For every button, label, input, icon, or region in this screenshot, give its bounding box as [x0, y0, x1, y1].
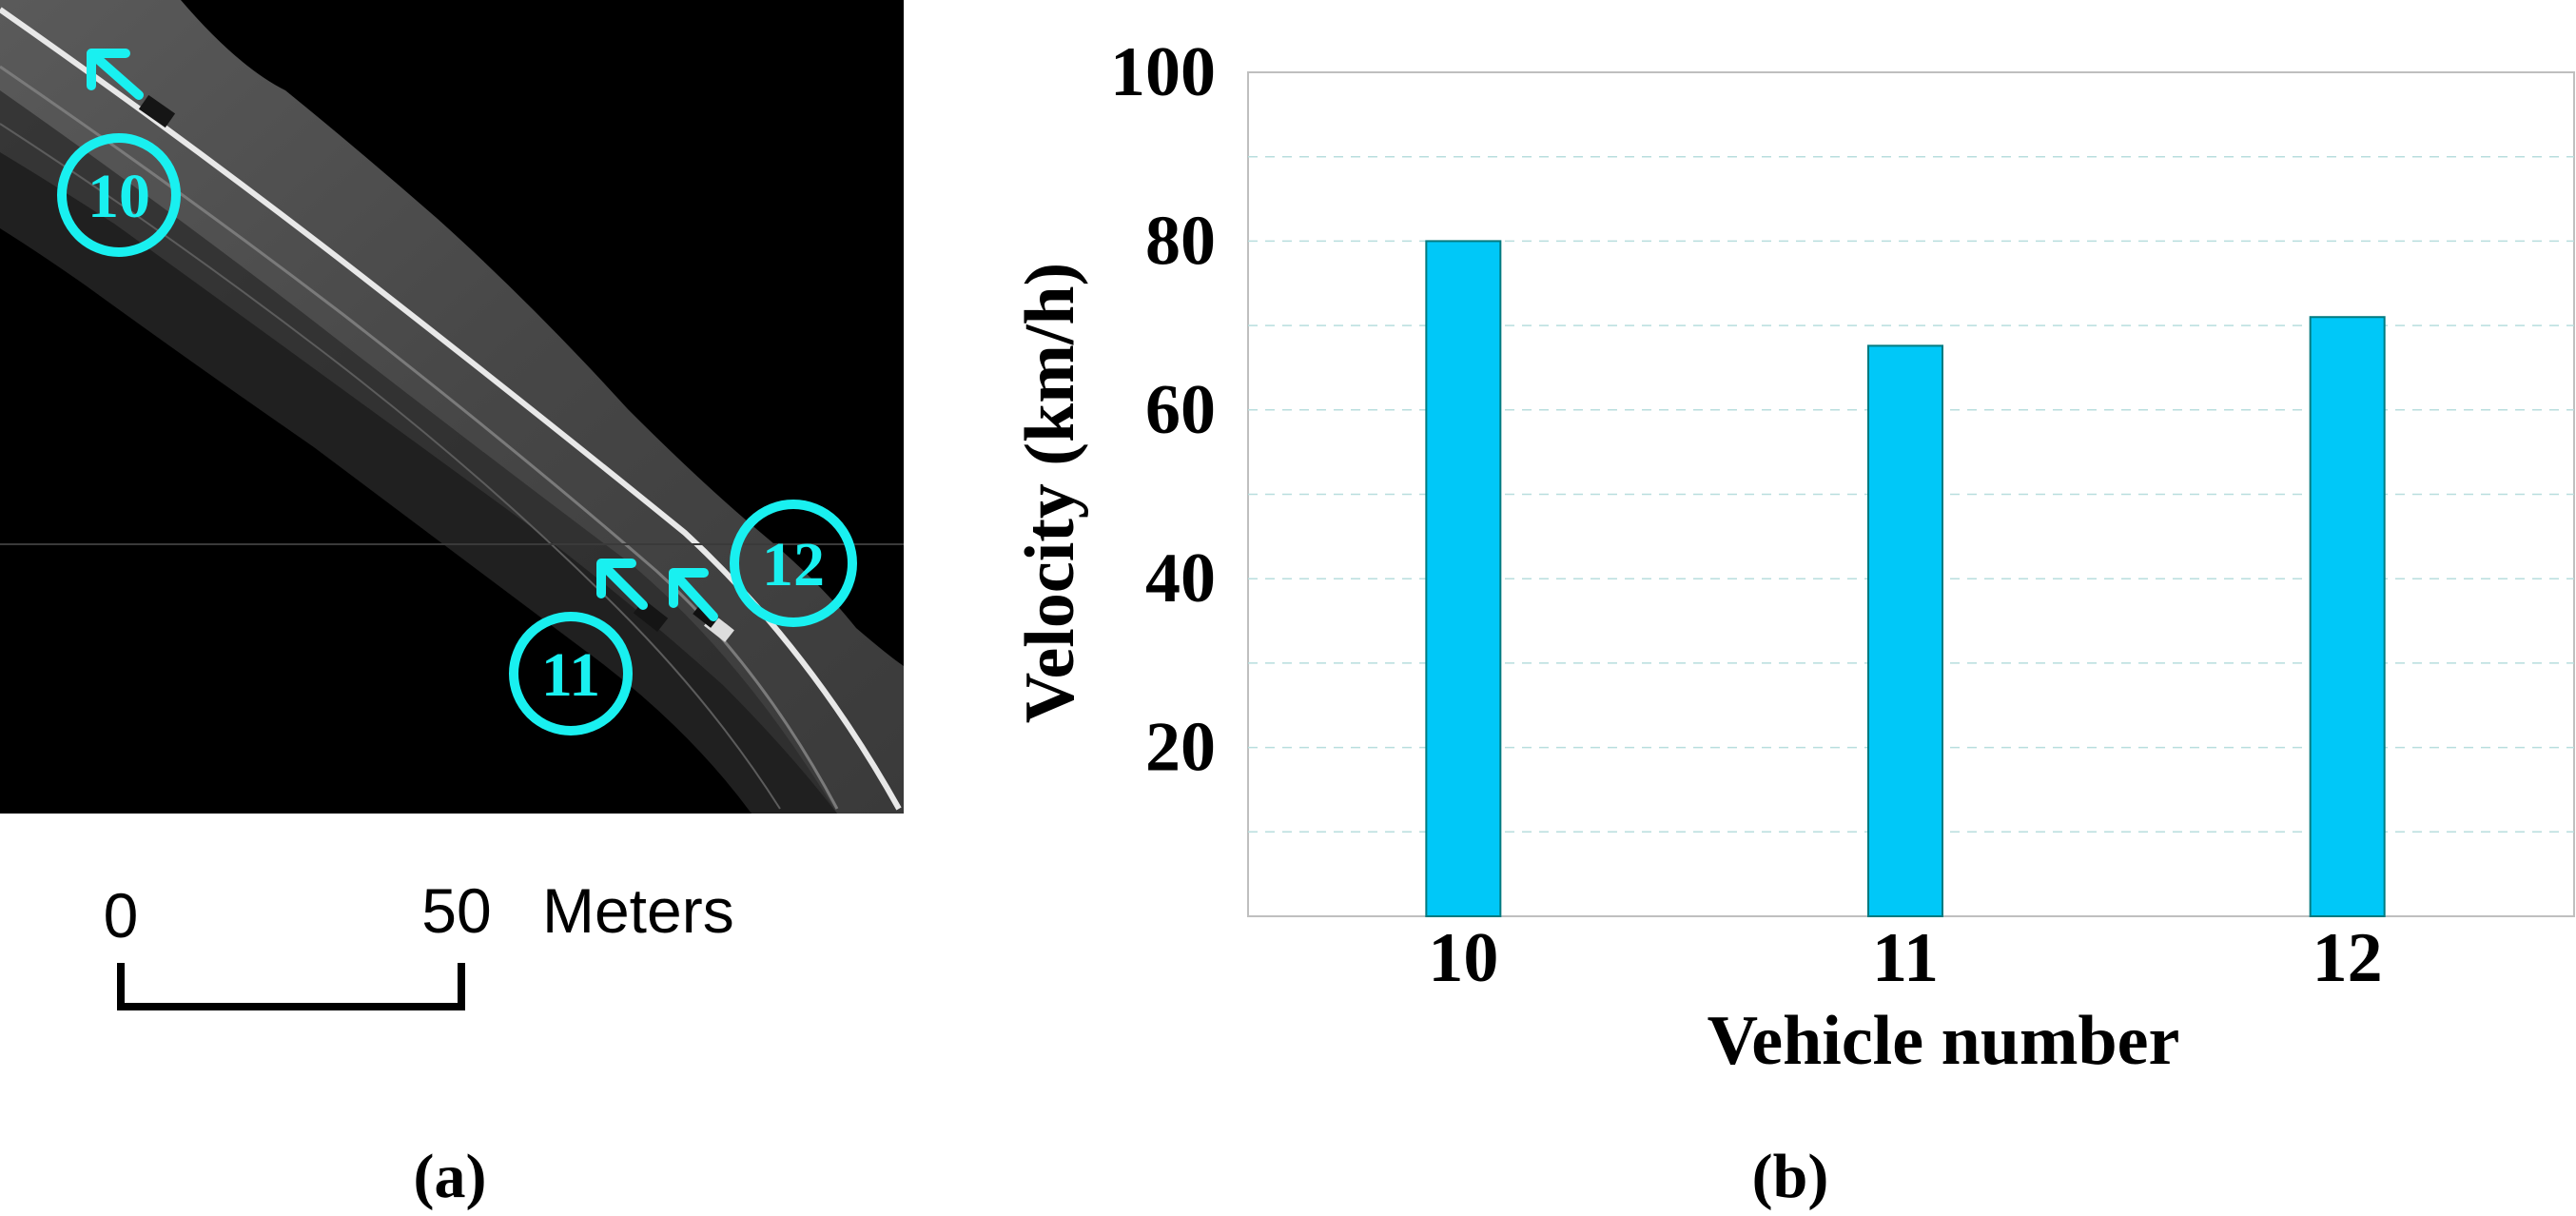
scale-bar: 0 50 Meters — [104, 875, 734, 1010]
y-axis-label: Velocity (km/h) — [1011, 263, 1089, 723]
y-tick-label: 60 — [1145, 371, 1216, 449]
bar-vehicle-11 — [1867, 344, 1943, 917]
x-tick-label: 12 — [2313, 919, 2383, 997]
road-lower-lanes — [0, 90, 837, 814]
panel-b-caption: (b) — [1752, 1142, 1829, 1211]
vehicle-marker-10: 10 — [57, 133, 181, 257]
y-tick-label: 80 — [1145, 202, 1216, 280]
x-tick-label: 10 — [1428, 919, 1498, 997]
road-center-line — [0, 7, 902, 811]
scale-bar-line — [117, 963, 465, 1010]
scale-bar-end-label: 50 — [421, 875, 491, 946]
vehicle-10-shape — [138, 94, 176, 128]
scale-bar-start-label: 0 — [104, 880, 139, 951]
y-tick-label: 40 — [1145, 539, 1216, 618]
vehicle-marker-12: 12 — [730, 500, 857, 627]
panel-a-caption: (a) — [414, 1142, 487, 1211]
x-axis-label: Vehicle number — [1708, 1002, 2180, 1080]
velocity-bar-chart: 20 40 60 80 100 10 11 12 Vehicle number Veloci… — [1011, 33, 2575, 1080]
vehicle-marker-label: 12 — [762, 530, 825, 599]
arrow-icon — [669, 568, 718, 621]
vehicle-marker-11: 11 — [509, 612, 633, 735]
y-tick-labels: 20 40 60 80 100 — [1110, 33, 1216, 787]
bars — [1425, 240, 2386, 918]
bar-vehicle-12 — [2309, 316, 2386, 918]
arrow-icon — [596, 559, 648, 610]
y-tick-label: 20 — [1145, 709, 1216, 787]
arrow-icon — [87, 49, 144, 100]
y-tick-label: 100 — [1110, 33, 1216, 111]
bar-vehicle-10 — [1425, 240, 1502, 917]
scale-bar-unit: Meters — [542, 875, 734, 946]
vehicle-marker-label: 11 — [541, 640, 600, 710]
road-lane-line — [0, 65, 839, 810]
x-tick-labels: 10 11 12 — [1428, 919, 2382, 997]
vehicle-12-shadow — [693, 603, 719, 628]
road-lane-line-2 — [0, 123, 781, 810]
satellite-panel: 10 11 12 — [0, 0, 904, 814]
vehicle-marker-label: 10 — [88, 162, 150, 231]
x-tick-label: 11 — [1872, 919, 1939, 997]
